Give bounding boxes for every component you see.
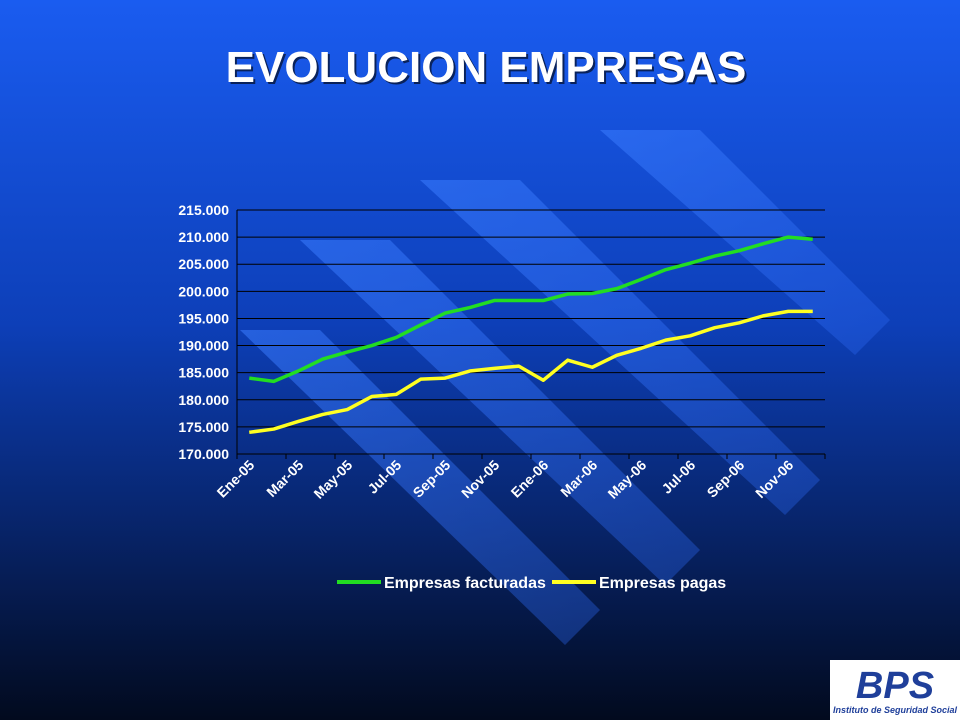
y-tick-label: 205.000 [178, 256, 229, 272]
y-tick-label: 190.000 [178, 338, 229, 354]
legend-label: Empresas pagas [599, 575, 726, 592]
series-line [249, 235, 813, 384]
y-tick-label: 195.000 [178, 310, 229, 326]
y-tick-label: 175.000 [178, 419, 229, 435]
y-tick-label: 170.000 [178, 446, 229, 462]
y-tick-label: 200.000 [178, 283, 229, 299]
y-tick-label: 185.000 [178, 365, 229, 381]
series-line [249, 309, 813, 435]
y-tick-label: 210.000 [178, 229, 229, 245]
logo-box [830, 660, 960, 720]
y-tick-label: 215.000 [178, 202, 229, 218]
logo-name: BPS [856, 665, 934, 707]
title-shadow: EVOLUCION EMPRESAS [228, 45, 749, 94]
logo-subtitle: Instituto de Seguridad Social [833, 705, 958, 715]
chart-title: EVOLUCION EMPRESAS [226, 43, 747, 92]
y-tick-label: 180.000 [178, 392, 229, 408]
logo: BPS Instituto de Seguridad Social [830, 660, 960, 720]
legend-label: Empresas facturadas [384, 575, 546, 592]
